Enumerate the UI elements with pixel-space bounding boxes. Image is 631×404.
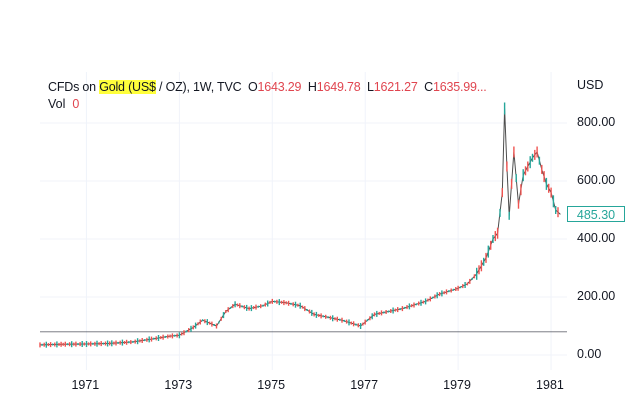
high-label: H: [307, 80, 317, 94]
symbol-suffix: / OZ), 1W, TVC: [155, 80, 242, 94]
symbol-prefix: CFDs on: [48, 80, 100, 94]
open-label: O: [247, 80, 258, 94]
low-label: L: [367, 80, 374, 94]
open-value: 1643.29: [257, 80, 302, 94]
currency-label: USD: [577, 78, 604, 92]
y-tick-label: 800.00: [577, 115, 616, 129]
grid: [40, 72, 567, 370]
x-tick-label: 1977: [350, 378, 379, 392]
x-tick-label: 1975: [257, 378, 286, 392]
last-price-tag: 485.30: [567, 206, 625, 222]
close-value: 1635.99...: [432, 80, 487, 94]
candles: [39, 102, 559, 348]
x-tick-label: 1979: [443, 378, 471, 392]
close-label: C: [424, 80, 433, 94]
price-series-line: [39, 108, 561, 346]
y-tick-label: 400.00: [577, 231, 616, 245]
symbol-highlight: Gold (US$: [99, 80, 156, 94]
volume-label: Vol: [48, 97, 66, 111]
x-tick-label: 1981: [536, 378, 564, 392]
x-tick-label: 1971: [71, 378, 100, 392]
volume-value: 0: [72, 97, 80, 111]
high-value: 1649.78: [316, 80, 361, 94]
volume-legend: Vol 0: [48, 97, 79, 111]
y-tick-label: 200.00: [577, 289, 616, 303]
symbol-header: CFDs on Gold (US$ / OZ), 1W, TVC O1643.2…: [48, 80, 487, 94]
low-value: 1621.27: [373, 80, 418, 94]
y-tick-label: 0.00: [577, 347, 602, 361]
x-tick-label: 1973: [164, 378, 193, 392]
y-tick-label: 600.00: [577, 173, 616, 187]
